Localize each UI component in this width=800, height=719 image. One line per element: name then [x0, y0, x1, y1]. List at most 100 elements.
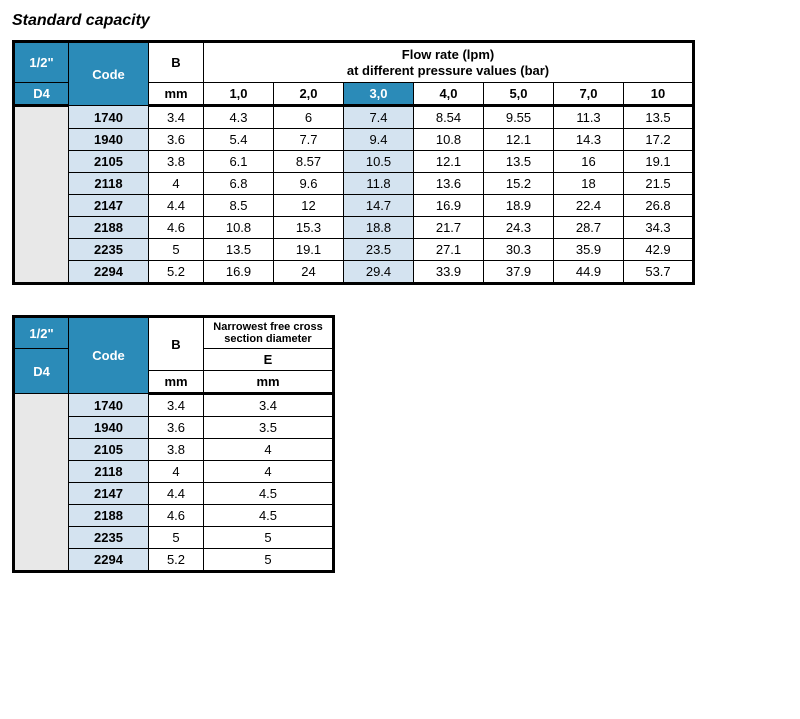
b-cell: 4.6: [149, 505, 204, 527]
value-cell: 29.4: [344, 261, 414, 284]
value-cell: 12.1: [414, 151, 484, 173]
value-cell: 9.6: [274, 173, 344, 195]
e-title: Narrowest free cross section diameter: [204, 317, 334, 349]
code-cell: 2235: [69, 239, 149, 261]
b-cell: 3.4: [149, 394, 204, 417]
code-cell: 2105: [69, 151, 149, 173]
size-bottom-cell: D4: [14, 349, 69, 394]
code-cell: 2147: [69, 195, 149, 217]
value-cell: 42.9: [624, 239, 694, 261]
code-cell: 1740: [69, 106, 149, 129]
e-cell: 4.5: [204, 483, 334, 505]
value-cell: 26.8: [624, 195, 694, 217]
value-cell: 19.1: [274, 239, 344, 261]
cross-section-table: 1/2" Code B Narrowest free cross section…: [12, 315, 335, 573]
stub-cell: [14, 394, 69, 572]
b-cell: 3.4: [149, 106, 204, 129]
value-cell: 21.7: [414, 217, 484, 239]
value-cell: 28.7: [554, 217, 624, 239]
value-cell: 9.55: [484, 106, 554, 129]
value-cell: 37.9: [484, 261, 554, 284]
code-cell: 2188: [69, 505, 149, 527]
e-cell: 4: [204, 439, 334, 461]
b-cell: 5.2: [149, 261, 204, 284]
pressure-header-highlight: 3,0: [344, 83, 414, 106]
value-cell: 35.9: [554, 239, 624, 261]
flow-rate-table: 1/2" Code B Flow rate (lpm) at different…: [12, 40, 695, 285]
value-cell: 33.9: [414, 261, 484, 284]
code-cell: 2294: [69, 549, 149, 572]
value-cell: 12: [274, 195, 344, 217]
b-header: B: [149, 317, 204, 371]
b-cell: 4.4: [149, 483, 204, 505]
e-unit: mm: [204, 371, 334, 394]
value-cell: 6: [274, 106, 344, 129]
b-unit: mm: [149, 371, 204, 394]
flow-title-1: Flow rate (lpm): [402, 47, 494, 62]
code-cell: 2235: [69, 527, 149, 549]
value-cell: 5.4: [204, 129, 274, 151]
e-label: E: [204, 349, 334, 371]
value-cell: 23.5: [344, 239, 414, 261]
value-cell: 44.9: [554, 261, 624, 284]
value-cell: 22.4: [554, 195, 624, 217]
pressure-header: 10: [624, 83, 694, 106]
value-cell: 8.5: [204, 195, 274, 217]
value-cell: 24.3: [484, 217, 554, 239]
value-cell: 30.3: [484, 239, 554, 261]
b-header: B: [149, 42, 204, 83]
value-cell: 21.5: [624, 173, 694, 195]
b-cell: 3.8: [149, 439, 204, 461]
value-cell: 10.8: [204, 217, 274, 239]
value-cell: 18: [554, 173, 624, 195]
value-cell: 34.3: [624, 217, 694, 239]
pressure-header: 1,0: [204, 83, 274, 106]
value-cell: 13.5: [484, 151, 554, 173]
code-cell: 2188: [69, 217, 149, 239]
value-cell: 18.8: [344, 217, 414, 239]
code-cell: 1940: [69, 129, 149, 151]
value-cell: 10.8: [414, 129, 484, 151]
page-title: Standard capacity: [12, 12, 788, 30]
value-cell: 6.8: [204, 173, 274, 195]
b-cell: 5: [149, 527, 204, 549]
value-cell: 18.9: [484, 195, 554, 217]
b-cell: 4: [149, 173, 204, 195]
size-bottom-cell: D4: [14, 83, 69, 106]
code-cell: 1740: [69, 394, 149, 417]
b-cell: 5.2: [149, 549, 204, 572]
value-cell: 13.5: [204, 239, 274, 261]
b-cell: 3.6: [149, 129, 204, 151]
value-cell: 17.2: [624, 129, 694, 151]
code-header: Code: [69, 42, 149, 106]
b-cell: 3.6: [149, 417, 204, 439]
b-cell: 3.8: [149, 151, 204, 173]
code-cell: 1940: [69, 417, 149, 439]
value-cell: 4.3: [204, 106, 274, 129]
value-cell: 7.4: [344, 106, 414, 129]
e-cell: 5: [204, 527, 334, 549]
value-cell: 16.9: [414, 195, 484, 217]
e-cell: 3.4: [204, 394, 334, 417]
code-cell: 2105: [69, 439, 149, 461]
value-cell: 53.7: [624, 261, 694, 284]
value-cell: 27.1: [414, 239, 484, 261]
value-cell: 8.54: [414, 106, 484, 129]
value-cell: 10.5: [344, 151, 414, 173]
value-cell: 14.3: [554, 129, 624, 151]
value-cell: 15.3: [274, 217, 344, 239]
value-cell: 15.2: [484, 173, 554, 195]
stub-cell: [14, 106, 69, 284]
code-cell: 2118: [69, 173, 149, 195]
b-cell: 5: [149, 239, 204, 261]
pressure-header: 2,0: [274, 83, 344, 106]
b-cell: 4.6: [149, 217, 204, 239]
b-cell: 4: [149, 461, 204, 483]
pressure-header: 5,0: [484, 83, 554, 106]
value-cell: 11.3: [554, 106, 624, 129]
b-unit: mm: [149, 83, 204, 106]
size-top-cell: 1/2": [14, 42, 69, 83]
pressure-header: 7,0: [554, 83, 624, 106]
size-top-cell: 1/2": [14, 317, 69, 349]
value-cell: 14.7: [344, 195, 414, 217]
